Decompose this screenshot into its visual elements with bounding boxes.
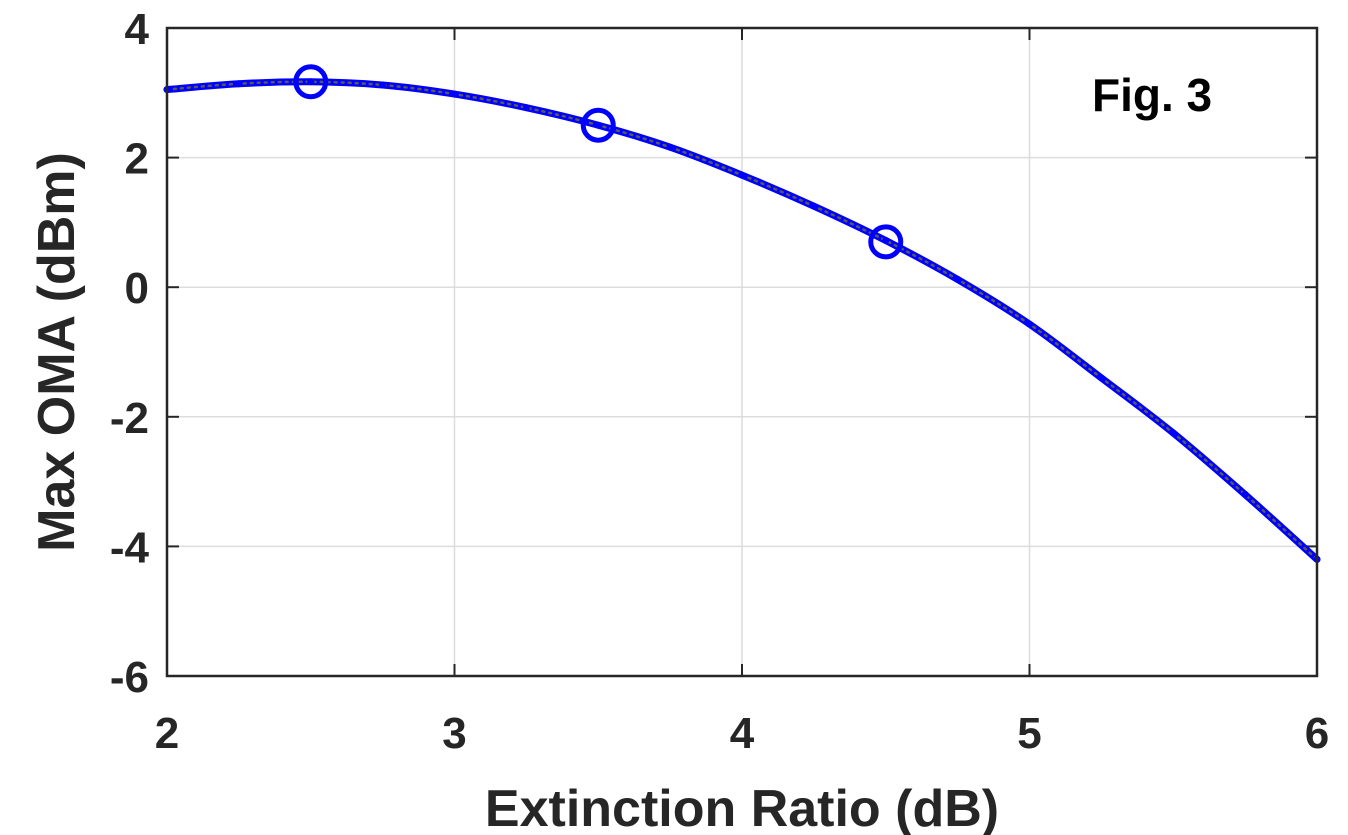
data-point [810, 202, 818, 210]
y-tick-label: -4 [110, 523, 150, 572]
y-tick-label: 2 [125, 135, 149, 184]
data-point [379, 81, 387, 89]
data-point [235, 80, 243, 88]
figure-annotation: Fig. 3 [1092, 69, 1212, 121]
series-dotted-overlay [165, 80, 1319, 561]
data-point [882, 237, 890, 245]
data-point [307, 78, 315, 86]
data-point [451, 90, 458, 98]
data-point [1097, 374, 1105, 382]
x-tick-label: 3 [442, 709, 466, 758]
x-axis-title: Extinction Ratio (dB) [485, 780, 999, 835]
series [163, 64, 1321, 563]
y-tick-label: 4 [125, 5, 150, 54]
data-point [738, 171, 746, 179]
tick-labels: 2 3 4 5 6 4 2 0 -2 -4 -6 [110, 5, 1329, 758]
x-tick-label: 5 [1017, 709, 1041, 758]
data-point [1169, 429, 1177, 437]
data-point [1026, 320, 1033, 328]
open-circle-marker [868, 224, 904, 260]
open-circle-marker [293, 64, 329, 100]
data-point [666, 143, 674, 151]
plot-frame [165, 26, 1319, 678]
data-point [1241, 491, 1249, 499]
open-circle-marker [580, 107, 616, 143]
y-tick-label: -2 [110, 394, 149, 443]
data-point [594, 121, 602, 129]
y-tick-label: -6 [110, 653, 149, 702]
data-point [954, 275, 962, 283]
y-tick-label: 0 [125, 264, 149, 313]
data-point [522, 104, 530, 112]
x-tick-label: 2 [155, 709, 179, 758]
x-tick-label: 6 [1305, 709, 1329, 758]
y-axis-title: Max OMA (dBm) [28, 152, 86, 552]
x-tick-label: 4 [730, 709, 755, 758]
